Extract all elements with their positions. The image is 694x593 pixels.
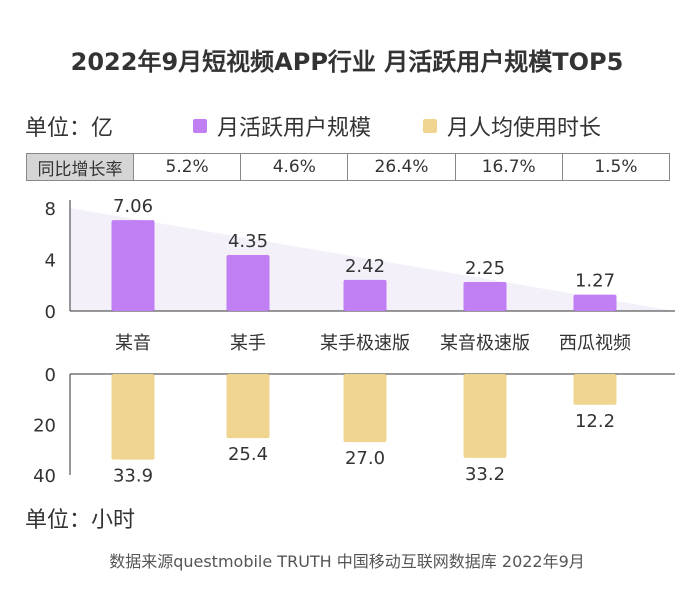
data-label-time: 12.2	[575, 411, 615, 432]
data-label-time: 27.0	[345, 448, 385, 469]
y-tick-label-top: 8	[45, 199, 56, 220]
bar-mau	[573, 294, 617, 311]
data-label-time: 33.9	[113, 466, 153, 487]
data-label-mau: 1.27	[575, 271, 615, 292]
growth-rate-cell: 26.4%	[348, 154, 456, 180]
y-tick-label-bottom: 0	[45, 365, 56, 386]
data-label-mau: 2.25	[465, 258, 505, 279]
growth-rate-cell: 1.5%	[594, 157, 638, 177]
bar-mau	[343, 279, 387, 311]
legend-item-time: 月人均使用时长	[423, 110, 601, 142]
background-triangle	[70, 208, 675, 311]
bar-time	[463, 374, 507, 458]
bar-time	[226, 374, 270, 439]
growth-rate-cell: 4.6%	[241, 154, 349, 180]
bar-mau	[463, 282, 507, 311]
category-label: 某音	[115, 333, 151, 354]
growth-rate-cell: 5.2%	[134, 154, 242, 180]
bar-mau	[111, 220, 155, 311]
unit-label-top: 单位：亿	[25, 116, 114, 141]
y-tick-label-bottom: 40	[33, 466, 56, 487]
bar-time	[111, 374, 155, 460]
legend-item-mau: 月活跃用户规模	[193, 110, 371, 142]
unit-label-bottom: 单位：小时	[25, 508, 136, 533]
data-label-mau: 2.42	[345, 256, 385, 277]
data-label-time: 25.4	[228, 444, 268, 465]
y-tick-label-top: 4	[45, 251, 56, 272]
legend: 单位：亿 月活跃用户规模 月人均使用时长	[25, 110, 685, 142]
category-label: 西瓜视频	[559, 333, 631, 354]
data-label-time: 33.2	[465, 464, 505, 485]
growth-rate-table: 同比增长率 5.2% 4.6% 26.4% 16.7% 1.5%	[26, 153, 670, 181]
bar-mau	[226, 254, 270, 311]
bar-time	[343, 374, 387, 443]
chart-title: 2022年9月短视频APP行业 月活跃用户规模TOP5	[70, 48, 624, 76]
y-tick-label-bottom: 20	[33, 416, 56, 437]
category-label: 某手	[230, 333, 266, 354]
data-label-mau: 7.06	[113, 196, 153, 217]
source-note: 数据来源questmobile TRUTH 中国移动互联网数据库 2022年9月	[109, 552, 585, 571]
y-tick-label-top: 0	[45, 302, 56, 323]
legend-swatch-mau	[193, 119, 207, 133]
category-label: 某音极速版	[440, 333, 530, 354]
growth-rate-header: 同比增长率	[27, 154, 134, 180]
growth-rate-cell: 16.7%	[456, 154, 563, 180]
data-label-mau: 4.35	[228, 231, 268, 252]
category-label: 某手极速版	[320, 333, 410, 354]
legend-swatch-time	[423, 119, 437, 133]
bar-time	[573, 374, 617, 405]
legend-label-mau: 月活跃用户规模	[217, 116, 372, 141]
legend-label-time: 月人均使用时长	[447, 116, 602, 141]
